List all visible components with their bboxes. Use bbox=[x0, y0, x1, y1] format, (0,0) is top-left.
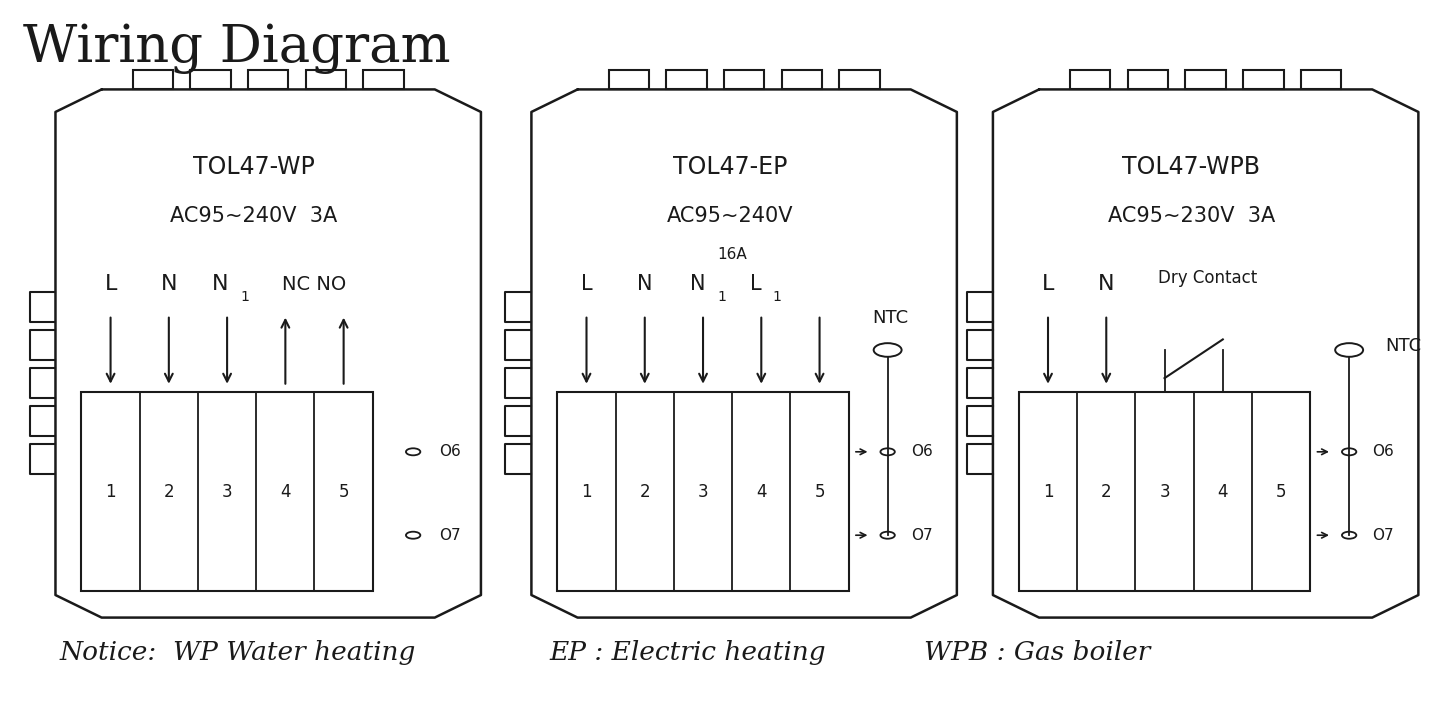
Text: O7: O7 bbox=[910, 527, 932, 543]
Text: 1: 1 bbox=[105, 483, 116, 501]
Bar bbox=[724, 70, 764, 89]
Text: N: N bbox=[689, 274, 705, 293]
Bar bbox=[249, 70, 289, 89]
Bar bbox=[1243, 70, 1283, 89]
Text: N: N bbox=[211, 274, 228, 293]
Text: O6: O6 bbox=[910, 444, 932, 460]
Text: AC95~240V  3A: AC95~240V 3A bbox=[171, 206, 337, 226]
Text: 3: 3 bbox=[698, 483, 708, 501]
Text: 2: 2 bbox=[163, 483, 175, 501]
Text: Dry Contact: Dry Contact bbox=[1159, 269, 1257, 286]
Text: L: L bbox=[1042, 274, 1055, 293]
Bar bbox=[608, 70, 649, 89]
Text: EP : Electric heating: EP : Electric heating bbox=[549, 641, 827, 665]
Text: 2: 2 bbox=[640, 483, 650, 501]
Bar bbox=[363, 70, 403, 89]
Text: O6: O6 bbox=[1373, 444, 1394, 460]
Text: NTC: NTC bbox=[873, 310, 909, 327]
Bar bbox=[840, 70, 880, 89]
Bar bbox=[782, 70, 822, 89]
Text: TOL47-EP: TOL47-EP bbox=[672, 155, 788, 179]
Text: AC95~230V  3A: AC95~230V 3A bbox=[1108, 206, 1274, 226]
Text: 1: 1 bbox=[240, 290, 249, 304]
Bar bbox=[1019, 392, 1311, 591]
Text: Notice:  WP Water heating: Notice: WP Water heating bbox=[59, 641, 416, 665]
Text: 1: 1 bbox=[773, 290, 782, 304]
Bar bbox=[558, 392, 848, 591]
Text: TOL47-WP: TOL47-WP bbox=[192, 155, 315, 179]
Text: N: N bbox=[160, 274, 178, 293]
Text: O6: O6 bbox=[439, 444, 461, 460]
Text: O7: O7 bbox=[439, 527, 461, 543]
Text: 5: 5 bbox=[1276, 483, 1286, 501]
Text: NTC: NTC bbox=[1386, 337, 1422, 356]
Text: 1: 1 bbox=[717, 290, 727, 304]
Bar bbox=[1127, 70, 1168, 89]
Text: AC95~240V: AC95~240V bbox=[666, 206, 793, 226]
Text: 16A: 16A bbox=[717, 247, 747, 262]
Text: 3: 3 bbox=[1159, 483, 1170, 501]
Bar bbox=[666, 70, 707, 89]
Text: NC NO: NC NO bbox=[282, 274, 347, 293]
Text: TOL47-WPB: TOL47-WPB bbox=[1123, 155, 1260, 179]
Text: 5: 5 bbox=[338, 483, 348, 501]
Text: 3: 3 bbox=[221, 483, 233, 501]
Text: 4: 4 bbox=[280, 483, 290, 501]
Text: L: L bbox=[750, 274, 762, 293]
Text: 5: 5 bbox=[815, 483, 825, 501]
Bar bbox=[306, 70, 347, 89]
Text: 1: 1 bbox=[581, 483, 592, 501]
Text: 4: 4 bbox=[1218, 483, 1228, 501]
Text: O7: O7 bbox=[1373, 527, 1394, 543]
Bar bbox=[1300, 70, 1341, 89]
Bar bbox=[191, 70, 231, 89]
Bar bbox=[81, 392, 373, 591]
Text: WPB : Gas boiler: WPB : Gas boiler bbox=[925, 641, 1150, 665]
Text: 2: 2 bbox=[1101, 483, 1111, 501]
Text: L: L bbox=[581, 274, 592, 293]
Text: Wiring Diagram: Wiring Diagram bbox=[23, 23, 451, 74]
Text: 4: 4 bbox=[756, 483, 766, 501]
Text: L: L bbox=[104, 274, 117, 293]
Text: N: N bbox=[1098, 274, 1114, 293]
Bar bbox=[133, 70, 173, 89]
Text: N: N bbox=[637, 274, 653, 293]
Bar bbox=[1071, 70, 1110, 89]
Bar bbox=[1185, 70, 1225, 89]
Text: 1: 1 bbox=[1043, 483, 1053, 501]
